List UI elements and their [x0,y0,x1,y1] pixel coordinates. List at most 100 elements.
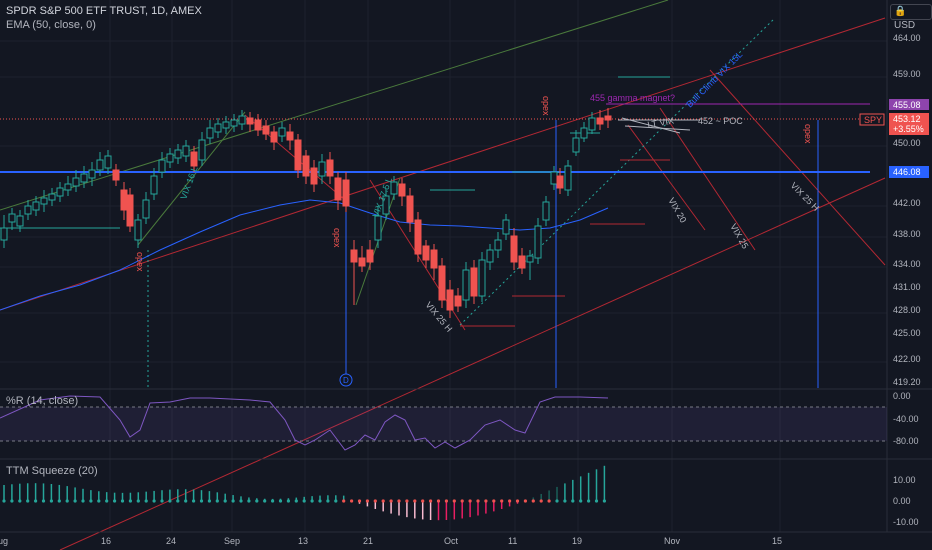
ttm-squeeze-dot [602,499,607,503]
red-diagonal-vix20 [627,124,706,231]
chart-title[interactable]: SPDR S&P 500 ETF TRUST, 1D, AMEX [6,5,202,17]
candle-body [310,167,318,185]
candle-body [80,173,88,183]
candle-body [588,117,596,131]
candle [120,182,128,220]
candle [198,132,206,166]
ttm-squeeze-dot [81,499,85,503]
candle [88,162,96,186]
opex-label-4: opex [803,124,813,144]
ttm-tick-0: 0.00 [893,496,911,506]
ttm-squeeze-dot [484,499,488,503]
symbol-badge-bg [859,113,885,126]
time-axis[interactable]: Aug 16 24 Sep 13 21 Oct 11 19 Nov 15 [0,536,782,546]
ttm-squeeze-dot [405,499,409,503]
candle-body [16,215,24,227]
lt-vix-label: LT VIX [647,115,675,129]
candle [310,160,318,192]
candle-body [550,171,558,185]
candle-body [134,219,142,241]
ttm-squeeze-dot [476,499,480,503]
candle-body [454,295,462,307]
candle-body [0,227,8,241]
ttm-squeeze-dot [192,499,196,503]
candle [502,214,510,240]
ttm-squeeze-histogram[interactable] [2,465,607,521]
ttm-squeeze-dot [120,499,125,503]
candle [56,182,64,202]
ttm-squeeze-dot [168,499,172,503]
candle-body [230,119,238,127]
price-tick-438: 438.00 [893,229,921,239]
candle-body [158,159,166,173]
candle-body [510,235,518,263]
ttm-squeeze-dot [594,499,599,503]
dividend-marker[interactable] [339,373,353,387]
ema-legend[interactable]: EMA (50, close, 0) [6,19,96,31]
price-axis[interactable]: 464.00 459.00 450.00 442.00 438.00 434.0… [859,33,929,527]
candle [302,150,310,184]
candle [72,170,80,192]
poc-label: 452 ~ POC [698,116,743,126]
ttm-squeeze-dot [373,499,377,503]
opex-label-1: opex [135,252,145,272]
candle [398,178,406,206]
candle-body [398,183,406,197]
candle-body [462,269,470,301]
ttm-squeeze-dot [26,499,30,503]
ttm-squeeze-dot [128,499,132,503]
candle [0,215,8,248]
ttm-squeeze-dot [326,499,330,503]
candle [366,240,374,270]
candle [174,144,182,164]
candle [246,112,254,132]
ttm-squeeze-dot [41,499,46,503]
ttm-squeeze-dot [310,499,314,503]
candle [182,140,190,162]
price-tick-459: 459.00 [893,69,921,79]
currency-label: USD [894,20,916,31]
ttm-squeeze-dot [57,499,61,503]
gamma-magnet-label: 455 gamma magnet? [590,93,675,103]
ttm-squeeze-dot [239,499,243,503]
candle-body [64,183,72,191]
candle-body [534,225,542,259]
candle-body [150,175,158,195]
candle-body [182,145,190,157]
candle-body [56,187,64,197]
candle [572,130,580,156]
ttm-squeeze-dot [563,499,567,503]
ttm-squeeze-dot [105,499,109,503]
candle-body [254,119,262,131]
ttm-squeeze-dot [413,499,417,503]
williams-r-panel[interactable] [0,395,887,451]
candle-body [604,115,612,121]
candle-body [572,137,580,153]
ttm-squeeze-dot [357,499,362,503]
candle [48,188,56,206]
candle [326,152,334,184]
candle-body [422,245,430,261]
ttm-squeeze-dot [460,499,464,503]
candle-body [374,215,382,241]
ttm-squeeze-dot [468,499,472,503]
candle [580,122,588,142]
ttm-squeeze-dot [65,499,69,503]
ttm-squeeze-dot [73,499,77,503]
candle [596,110,604,130]
candle [390,176,398,200]
candle-body [24,205,32,215]
candle [230,114,238,132]
ttm-squeeze-dot [500,499,504,503]
ttm-squeeze-dot [223,499,227,503]
ttm-squeeze-legend[interactable]: TTM Squeeze (20) [6,465,98,477]
candle-body [104,155,112,169]
williams-r-legend[interactable]: %R (14, close) [6,395,79,407]
ttm-squeeze-dot [508,499,512,503]
currency-button[interactable]: 🔒 USD [890,4,932,31]
ttm-squeeze-dot [136,499,140,503]
green-vix16-line [137,111,246,246]
candle-body [406,195,414,223]
candle [318,154,326,184]
